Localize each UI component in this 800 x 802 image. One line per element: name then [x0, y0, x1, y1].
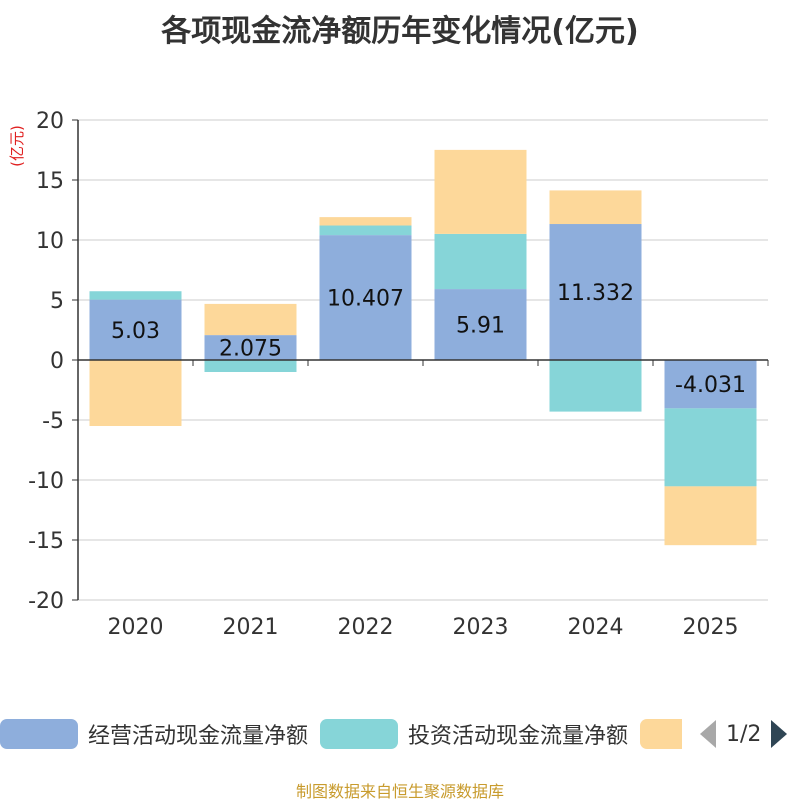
data-label-2024: 11.332	[557, 281, 634, 306]
bar-segment-2022-series-1	[319, 235, 412, 360]
bar-segment-2022-series-3	[319, 217, 412, 226]
y-tick-label: 10	[36, 229, 64, 254]
x-category-label: 2025	[683, 615, 739, 640]
x-category-label: 2020	[108, 615, 164, 640]
bar-segment-2024-series-3	[549, 190, 642, 225]
bar-segment-2020-series-3	[89, 360, 182, 426]
legend-swatch-financing	[640, 719, 682, 749]
bar-segment-2025-series-2	[664, 408, 757, 487]
y-tick-label: -5	[42, 409, 64, 434]
y-tick-label: -10	[28, 469, 64, 494]
bar-segment-2020-series-1	[89, 299, 182, 360]
bar-segment-2021-series-3	[204, 303, 297, 336]
chart-title: 各项现金流净额历年变化情况(亿元)	[161, 14, 639, 49]
legend-item-operating[interactable]: 经营活动现金流量净额	[0, 716, 308, 752]
bar-segment-2022-series-2	[319, 225, 412, 236]
y-tick-label: 0	[50, 349, 64, 374]
legend-item-financing[interactable]	[640, 716, 682, 752]
bar-segment-2023-series-3	[434, 149, 527, 234]
legend-next-arrow-icon[interactable]	[771, 720, 788, 748]
legend-pager: 1/2	[700, 716, 788, 752]
data-label-2023: 5.91	[456, 314, 505, 339]
bar-segment-2024-series-1	[549, 224, 642, 360]
legend-swatch-operating	[0, 719, 78, 749]
legend-label-operating: 经营活动现金流量净额	[88, 724, 309, 749]
legend: 经营活动现金流量净额 投资活动现金流量净额 1/2	[0, 716, 800, 756]
x-category-label: 2024	[568, 615, 624, 640]
bar-segment-2023-series-2	[434, 233, 527, 290]
legend-item-investing[interactable]: 投资活动现金流量净额	[320, 716, 628, 752]
bar-segment-2020-series-2	[89, 291, 182, 300]
data-label-2022: 10.407	[327, 287, 404, 312]
data-label-2020: 5.03	[111, 319, 160, 344]
legend-label-investing: 投资活动现金流量净额	[408, 724, 629, 749]
data-source-note: 制图数据来自恒生聚源数据库	[295, 782, 504, 801]
y-tick-label: 15	[36, 169, 64, 194]
bar-segment-2023-series-1	[434, 289, 527, 360]
bar-chart: 20 15 10 5 0 -5 -10 -15 -20 (亿元) 5.03 2.075 10.407 5.…	[8, 109, 769, 640]
bar-segment-2021-series-2	[204, 360, 297, 372]
data-label-2025: -4.031	[675, 373, 746, 398]
bar-segment-2025-series-1	[664, 360, 757, 409]
bar-segment-2025-series-3	[664, 486, 757, 546]
legend-swatch-investing	[320, 719, 398, 749]
legend-prev-arrow-icon[interactable]	[700, 720, 716, 748]
bar-segment-2021-series-1	[204, 335, 297, 360]
bar-segment-2024-series-2	[549, 360, 642, 412]
y-tick-label: 5	[50, 289, 64, 314]
x-category-label: 2021	[223, 615, 279, 640]
x-category-label: 2023	[453, 615, 509, 640]
x-category-label: 2022	[338, 615, 394, 640]
y-tick-label: -20	[28, 589, 64, 614]
y-tick-label: -15	[28, 529, 64, 554]
y-tick-label: 20	[36, 109, 64, 134]
data-label-2021: 2.075	[219, 337, 282, 362]
legend-page-indicator: 1/2	[726, 721, 762, 747]
y-axis-unit-label: (亿元)	[8, 125, 26, 167]
